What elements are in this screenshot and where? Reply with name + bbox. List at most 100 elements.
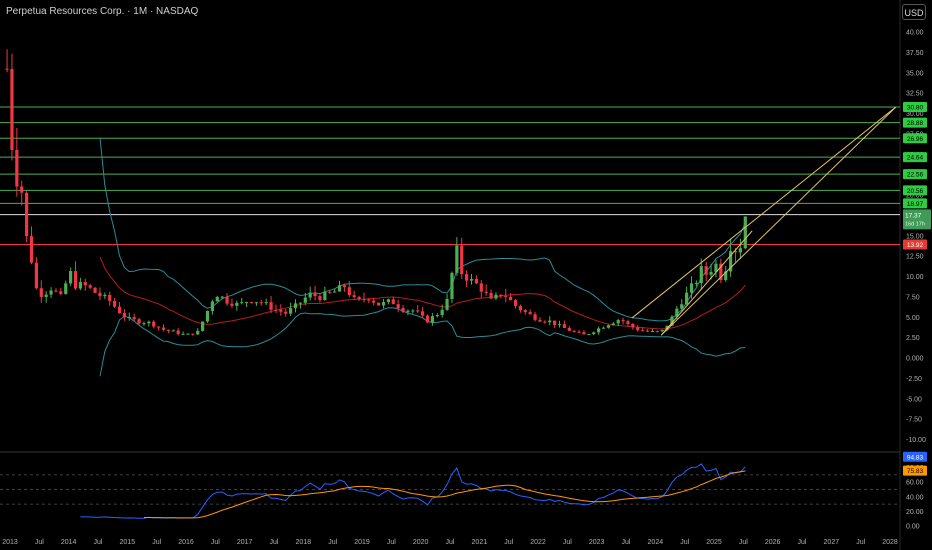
candle-body bbox=[421, 311, 425, 316]
candle-body bbox=[142, 323, 146, 325]
candle-body bbox=[249, 302, 254, 304]
y-tick-label: 5.00 bbox=[906, 315, 920, 322]
candle-body bbox=[479, 283, 483, 292]
currency-button[interactable]: USD bbox=[902, 4, 926, 20]
y-tick-label: 32.50 bbox=[906, 91, 924, 98]
candle-body bbox=[313, 292, 317, 297]
candle-body bbox=[582, 332, 586, 335]
candle-body bbox=[729, 251, 733, 272]
bollinger-lower bbox=[99, 307, 746, 377]
x-tick-label: Jul bbox=[798, 539, 807, 546]
candle-body bbox=[499, 294, 503, 297]
candle-body bbox=[724, 271, 728, 281]
level-label: 13.92 bbox=[907, 242, 924, 249]
rsi-ma-line bbox=[144, 470, 746, 519]
candle-body bbox=[127, 317, 131, 319]
candle-body bbox=[357, 297, 361, 299]
candle-body bbox=[333, 291, 337, 293]
y-tick-label: 0.000 bbox=[906, 356, 924, 363]
candle-body bbox=[645, 330, 650, 332]
candle-body bbox=[494, 294, 498, 299]
rsi-value-box bbox=[903, 451, 927, 462]
candle-body bbox=[450, 272, 454, 299]
level-label-box bbox=[903, 152, 927, 163]
x-tick-label: Jul bbox=[387, 539, 396, 546]
candle-body bbox=[611, 323, 615, 326]
candle-body bbox=[621, 320, 625, 322]
candle-body bbox=[484, 291, 488, 293]
level-label-box bbox=[903, 198, 927, 209]
candle-body bbox=[469, 278, 474, 281]
candle-body bbox=[59, 291, 63, 294]
candle-body bbox=[689, 283, 694, 293]
candle-body bbox=[10, 69, 14, 150]
candle-body bbox=[606, 325, 610, 328]
trend-line[interactable] bbox=[660, 230, 753, 336]
candle-body bbox=[572, 330, 576, 332]
candle-body bbox=[460, 245, 464, 275]
candle-body bbox=[601, 327, 606, 329]
candle-body bbox=[284, 311, 288, 314]
x-tick-label: 2013 bbox=[2, 539, 18, 546]
candle-body bbox=[303, 297, 307, 303]
y-tick-label: 2.50 bbox=[906, 335, 920, 342]
candle-body bbox=[69, 271, 73, 284]
level-label: 26.96 bbox=[907, 136, 924, 143]
y-tick-label: -10.00 bbox=[906, 437, 926, 444]
candle-body bbox=[616, 320, 620, 324]
candle-body bbox=[411, 310, 415, 312]
x-tick-label: Jul bbox=[152, 539, 161, 546]
x-tick-label: 2018 bbox=[296, 539, 312, 546]
candle-body bbox=[54, 290, 58, 292]
candle-body bbox=[230, 303, 234, 306]
candle-body bbox=[15, 149, 19, 187]
candle-body bbox=[245, 302, 249, 304]
candle-body bbox=[636, 327, 640, 331]
candle-body bbox=[201, 321, 205, 331]
y-tick-label: -7.50 bbox=[906, 417, 922, 424]
x-tick-label: 2023 bbox=[589, 539, 605, 546]
level-label: 28.88 bbox=[907, 120, 924, 127]
x-tick-label: Jul bbox=[563, 539, 572, 546]
candle-body bbox=[152, 321, 156, 327]
candle-body bbox=[699, 266, 703, 284]
candle-body bbox=[597, 328, 601, 333]
candle-body bbox=[161, 327, 166, 330]
y-tick-label: 37.50 bbox=[906, 50, 924, 57]
candle-body bbox=[93, 287, 97, 293]
x-tick-label: Jul bbox=[622, 539, 631, 546]
candle-body bbox=[215, 296, 219, 302]
candle-body bbox=[670, 316, 674, 326]
x-tick-label: Jul bbox=[35, 539, 44, 546]
level-label: 20.56 bbox=[907, 188, 924, 195]
candle-body bbox=[709, 271, 713, 275]
trend-line[interactable] bbox=[631, 106, 897, 319]
candle-body bbox=[98, 292, 102, 297]
candle-body bbox=[406, 310, 410, 312]
candle-body bbox=[328, 291, 332, 293]
candle-body bbox=[308, 292, 312, 298]
x-tick-label: 2017 bbox=[237, 539, 253, 546]
candle-body bbox=[122, 313, 126, 318]
candle-body bbox=[44, 294, 48, 297]
candle-body bbox=[533, 314, 537, 320]
candle-body bbox=[347, 287, 351, 296]
candle-body bbox=[577, 331, 581, 333]
trend-line[interactable] bbox=[660, 106, 897, 336]
x-tick-label: Jul bbox=[856, 539, 865, 546]
candle-body bbox=[538, 319, 542, 322]
candle-body bbox=[372, 300, 376, 303]
level-label-box bbox=[903, 185, 927, 196]
candle-body bbox=[655, 331, 659, 333]
x-tick-label: 2020 bbox=[413, 539, 429, 546]
candle-body bbox=[171, 330, 175, 332]
candle-body bbox=[20, 186, 24, 193]
rsi-tick-label: 40.00 bbox=[906, 494, 924, 501]
candle-body bbox=[743, 216, 747, 249]
candle-body bbox=[73, 271, 78, 289]
candle-body bbox=[440, 309, 444, 316]
y-tick-label: 15.00 bbox=[906, 233, 924, 240]
candle-body bbox=[416, 310, 420, 312]
y-tick-label: 12.50 bbox=[906, 254, 924, 261]
